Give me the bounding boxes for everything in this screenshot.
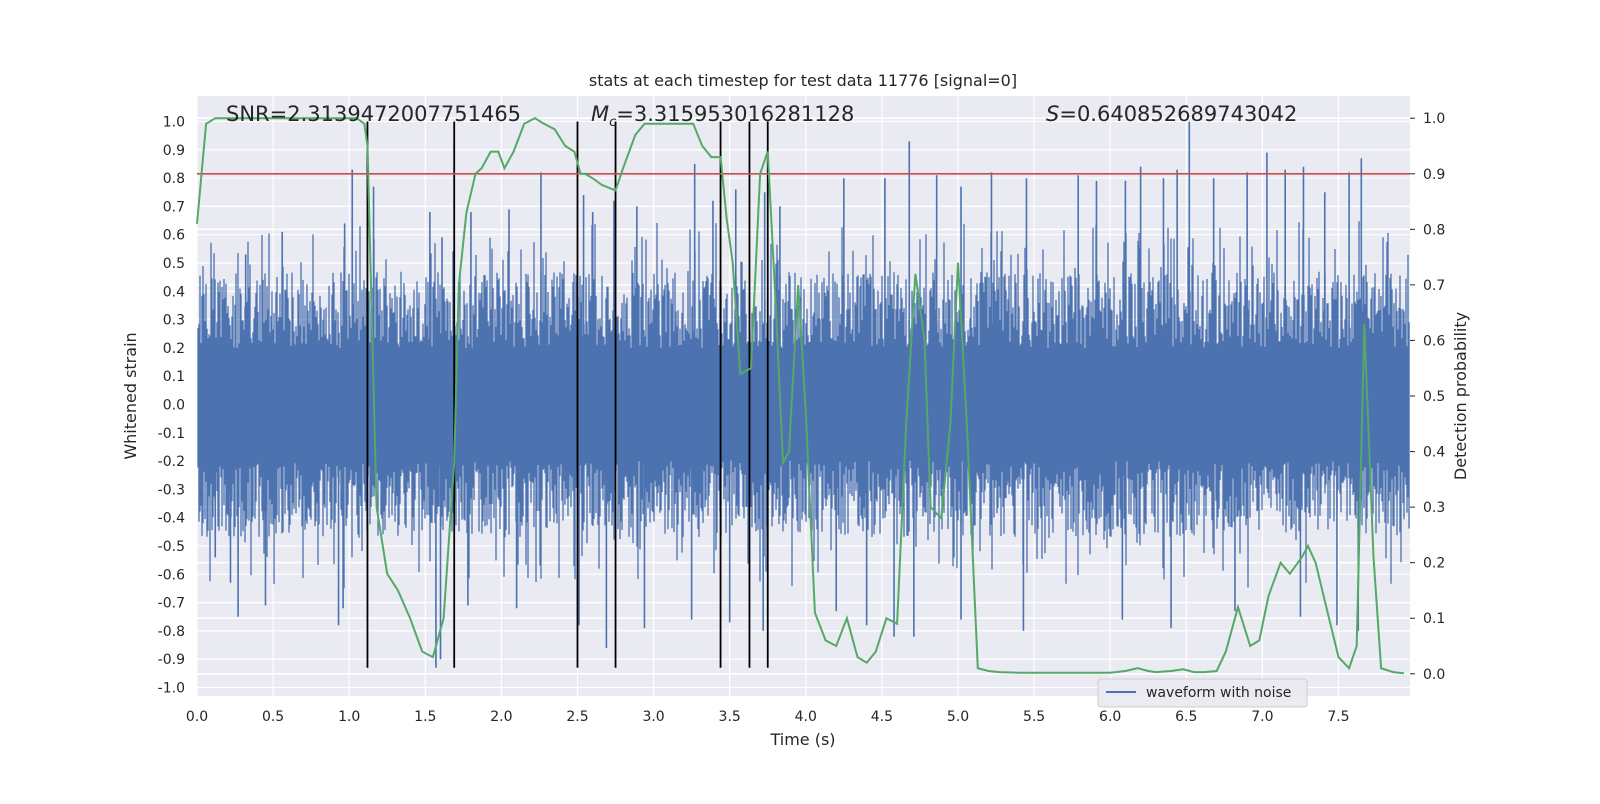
- x-axis-label: Time (s): [769, 730, 835, 749]
- left-tick-label: 0.8: [163, 171, 185, 187]
- left-tick-label: 0.6: [163, 228, 185, 244]
- right-tick-label: 0.0: [1423, 667, 1445, 683]
- snr-annotation: SNR=2.3139472007751465: [226, 102, 521, 126]
- left-y-axis-label: Whitened strain: [121, 332, 140, 459]
- x-tick-label: 1.0: [338, 709, 360, 725]
- legend-box: [1097, 678, 1308, 708]
- right-y-axis-label: Detection probability: [1451, 312, 1470, 480]
- legend: waveform with noise: [1097, 678, 1308, 708]
- left-tick-label: -0.1: [158, 426, 185, 442]
- x-tick-label: 7.0: [1251, 709, 1273, 725]
- left-tick-label: -0.2: [158, 454, 185, 470]
- x-tick-label: 3.0: [642, 709, 664, 725]
- right-tick-label: 0.1: [1423, 611, 1445, 627]
- right-tick-label: 0.9: [1423, 167, 1445, 183]
- x-tick-label: 0.0: [186, 709, 208, 725]
- right-y-ticks: 1.0 0.9 0.8 0.7 0.6 0.5 0.4 0.3 0.2 0.1 0.0: [1410, 111, 1445, 683]
- x-tick-label: 0.5: [262, 709, 284, 725]
- x-tick-label: 1.5: [414, 709, 436, 725]
- x-ticks: 0.0 0.5 1.0 1.5 2.0 2.5 3.0 3.5 4.0 4.5 5.0 5.5 6.0 6…: [186, 709, 1350, 725]
- x-tick-label: 4.5: [871, 709, 893, 725]
- mc-annotation: Mc=3.315953016281128: [591, 102, 854, 130]
- left-tick-label: 0.3: [163, 313, 185, 329]
- left-tick-label: -0.5: [158, 539, 185, 555]
- right-tick-label: 0.7: [1423, 278, 1445, 294]
- left-tick-label: -0.3: [158, 482, 185, 498]
- x-tick-label: 2.0: [490, 709, 512, 725]
- right-tick-label: 0.5: [1423, 389, 1445, 405]
- x-tick-label: 3.5: [719, 709, 741, 725]
- x-tick-label: 2.5: [566, 709, 588, 725]
- chart-title: stats at each timestep for test data 117…: [589, 71, 1017, 90]
- left-tick-label: 1.0: [163, 114, 185, 130]
- x-tick-label: 4.0: [795, 709, 817, 725]
- right-tick-label: 1.0: [1423, 111, 1445, 127]
- x-tick-label: 6.5: [1175, 709, 1197, 725]
- legend-label: waveform with noise: [1146, 685, 1291, 701]
- right-tick-label: 0.4: [1423, 445, 1445, 461]
- left-tick-label: -0.7: [158, 596, 185, 612]
- right-tick-label: 0.8: [1423, 222, 1445, 238]
- x-tick-label: 7.5: [1327, 709, 1349, 725]
- left-tick-label: 0.5: [163, 256, 185, 272]
- x-tick-label: 6.0: [1099, 709, 1121, 725]
- left-tick-label: -1.0: [158, 681, 185, 697]
- left-tick-label: 0.1: [163, 369, 185, 385]
- left-tick-label: 0.0: [163, 397, 185, 413]
- x-tick-label: 5.0: [947, 709, 969, 725]
- left-tick-label: -0.9: [158, 652, 185, 668]
- right-tick-label: 0.2: [1423, 556, 1445, 572]
- right-tick-label: 0.6: [1423, 333, 1445, 349]
- left-tick-label: -0.6: [158, 567, 185, 583]
- detection-probability-line: [196, 117, 1405, 675]
- x-tick-label: 5.5: [1023, 709, 1045, 725]
- left-tick-label: 0.2: [163, 341, 185, 357]
- right-tick-label: 0.3: [1423, 500, 1445, 516]
- left-y-ticks: 1.0 0.9 0.8 0.7 0.6 0.5 0.4 0.3 0.2 0.1 0.0 -0.1 -0.…: [158, 114, 185, 696]
- s-annotation: S=0.640852689743042: [1046, 102, 1297, 126]
- left-tick-label: -0.8: [158, 624, 185, 640]
- left-tick-label: -0.4: [158, 511, 185, 527]
- left-tick-label: 0.4: [163, 284, 185, 300]
- left-tick-label: 0.9: [163, 143, 185, 159]
- vertical-markers: [366, 121, 769, 668]
- waveform-series: [197, 121, 1410, 668]
- left-tick-label: 0.7: [163, 199, 185, 215]
